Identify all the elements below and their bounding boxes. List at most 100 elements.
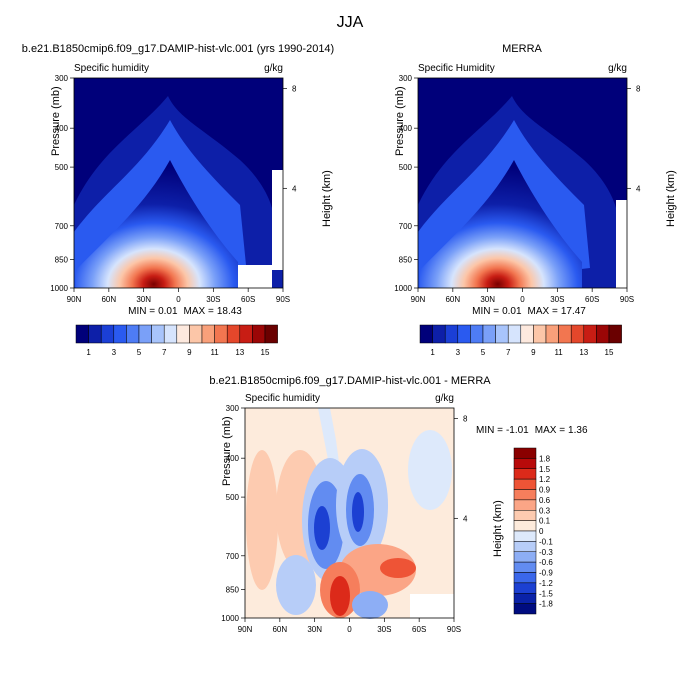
colorbar-swatch	[482, 324, 496, 344]
colorbar-swatch	[513, 489, 537, 501]
colorbar-swatch	[126, 324, 140, 344]
colorbar-label: 0.6	[539, 496, 551, 505]
colorbar-swatch	[163, 324, 178, 344]
colorbar-label: -0.3	[539, 548, 553, 557]
colorbar-swatch	[513, 561, 537, 573]
min-label: MIN =	[128, 306, 155, 317]
colorbar-swatch	[513, 551, 537, 563]
max-value: 18.43	[217, 306, 242, 317]
x-tick-label: 0	[176, 295, 181, 304]
colorbar-swatch	[239, 324, 253, 344]
min-label: MIN =	[476, 425, 503, 436]
colorbar-label: 1	[430, 348, 435, 357]
y-tick-label: 500	[55, 163, 69, 172]
colorbar-swatch	[513, 468, 537, 480]
colorbar-label: 15	[605, 348, 614, 357]
colorbar-swatch	[513, 510, 537, 521]
colorbar-swatch	[513, 603, 537, 615]
colorbar-label: -1.5	[539, 589, 553, 598]
colorbar-swatch	[226, 324, 241, 344]
y-axis-label: Pressure (mb)	[50, 86, 62, 156]
y-tick-label: 300	[55, 74, 69, 83]
colorbar-swatch	[608, 324, 622, 344]
x-tick-label: 60S	[241, 295, 255, 304]
colorbar-label: 3	[456, 348, 461, 357]
colorbar-swatch	[176, 324, 190, 344]
colorbar-swatch	[596, 324, 610, 344]
colorbar-label: 15	[261, 348, 270, 357]
x-tick-label: 90N	[411, 295, 426, 304]
x-tick-label: 60N	[445, 295, 460, 304]
min-max-readout: MIN = 0.01 MAX = 17.47	[472, 306, 586, 317]
y-tick-label: 700	[226, 552, 240, 561]
y2-tick-label: 4	[463, 514, 468, 523]
y2-axis-label: Height (km)	[665, 170, 677, 227]
colorbar-swatch	[495, 324, 509, 344]
colorbar-swatch	[545, 324, 559, 344]
colorbar-label: -1.8	[539, 600, 553, 609]
panel-title: b.e21.B1850cmip6.f09_g17.DAMIP-hist-vlc.…	[209, 375, 491, 387]
panel-difference: b.e21.B1850cmip6.f09_g17.DAMIP-hist-vlc.…	[209, 375, 588, 619]
y-tick-label: 500	[399, 163, 413, 172]
contour-field	[74, 78, 283, 288]
colorbar-label: 1.2	[539, 475, 551, 484]
colorbar-swatch	[513, 541, 537, 552]
colorbar-label: 11	[210, 348, 219, 357]
x-tick-label: 30N	[136, 295, 151, 304]
y-tick-label: 700	[399, 222, 413, 231]
colorbar-label: -0.9	[539, 569, 553, 578]
colorbar-label: 1	[86, 348, 91, 357]
variable-label: Specific humidity	[245, 393, 320, 404]
x-tick-label: 0	[520, 295, 525, 304]
min-label: MIN =	[472, 306, 499, 317]
colorbar-label: 0.3	[539, 506, 551, 515]
colorbar-label: 13	[579, 348, 588, 357]
y-axis-label: Pressure (mb)	[394, 86, 406, 156]
colorbar-label: 9	[187, 348, 192, 357]
x-tick-label: 0	[347, 625, 352, 634]
colorbar-label: 0.1	[539, 517, 551, 526]
colorbar-label: 0.9	[539, 486, 551, 495]
x-tick-label: 30N	[480, 295, 495, 304]
x-tick-label: 30S	[377, 625, 391, 634]
min-max-readout: MIN = 0.01 MAX = 18.43	[128, 306, 242, 317]
colorbar-swatch	[513, 582, 537, 594]
y-tick-label: 400	[55, 124, 69, 133]
colorbar-label: 11	[554, 348, 563, 357]
colorbar-swatch	[513, 593, 537, 604]
colorbar-swatch	[513, 530, 537, 542]
colorbar-swatch	[513, 572, 537, 584]
x-tick-label: 30S	[550, 295, 564, 304]
colorbar-label: -1.2	[539, 579, 553, 588]
axis-and-colorbar-marks: 90N 60N 30N 0 30S 60S 90S 300 400 500 700 850 1 0 0 0 8 4…	[50, 74, 641, 634]
colorbar-swatch	[100, 324, 115, 344]
x-tick-label: 60N	[101, 295, 116, 304]
x-tick-label: 30N	[307, 625, 322, 634]
y-tick-label: 400	[226, 454, 240, 463]
colorbar-label: 1.5	[539, 465, 551, 474]
colorbar-swatch	[138, 324, 152, 344]
colorbar-swatch	[113, 324, 127, 344]
variable-label: Specific Humidity	[418, 63, 495, 74]
colorbar-label: 5	[137, 348, 142, 357]
colorbar-swatch	[432, 324, 446, 344]
x-tick-label: 90S	[620, 295, 634, 304]
colorbar-label: 5	[481, 348, 486, 357]
colorbar-label: 3	[112, 348, 117, 357]
colorbar-label: 0	[539, 527, 544, 536]
min-value: -1.01	[506, 425, 529, 436]
colorbar-label: 1.8	[539, 454, 551, 463]
colorbar-swatch	[264, 324, 278, 344]
colorbar-swatch	[419, 324, 433, 344]
colorbar-swatch	[513, 478, 537, 490]
page-title: JJA	[337, 14, 364, 31]
units-label: g/kg	[608, 63, 627, 74]
panel-model: b.e21.B1850cmip6.f09_g17.DAMIP-hist-vlc.…	[22, 43, 334, 317]
colorbar-swatch	[533, 324, 547, 344]
y-tick-label: 850	[226, 586, 240, 595]
max-label: MAX =	[528, 306, 558, 317]
y2-tick-label: 8	[636, 85, 641, 94]
colorbar-label: 7	[162, 348, 167, 357]
colorbar-swatch	[214, 324, 228, 344]
min-value: 0.01	[502, 306, 522, 317]
